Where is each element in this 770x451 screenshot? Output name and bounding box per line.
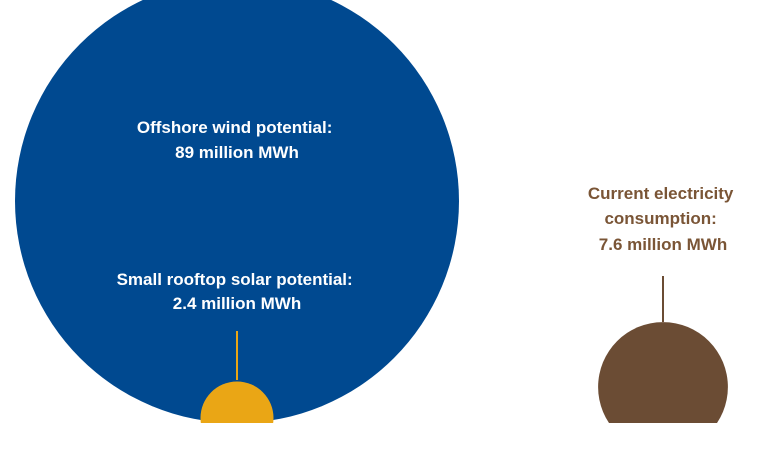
offshore-wind-label: Offshore wind potential: 89 million MWh (137, 118, 337, 162)
consumption-bubble (598, 322, 728, 423)
rooftop-solar-label: Small rooftop solar potential: 2.4 milli… (117, 270, 358, 313)
rooftop-solar-bubble (200, 381, 274, 423)
offshore-wind-bubble (15, 0, 459, 423)
consumption-label: Current electricity consumption: 7.6 mil… (588, 184, 738, 254)
